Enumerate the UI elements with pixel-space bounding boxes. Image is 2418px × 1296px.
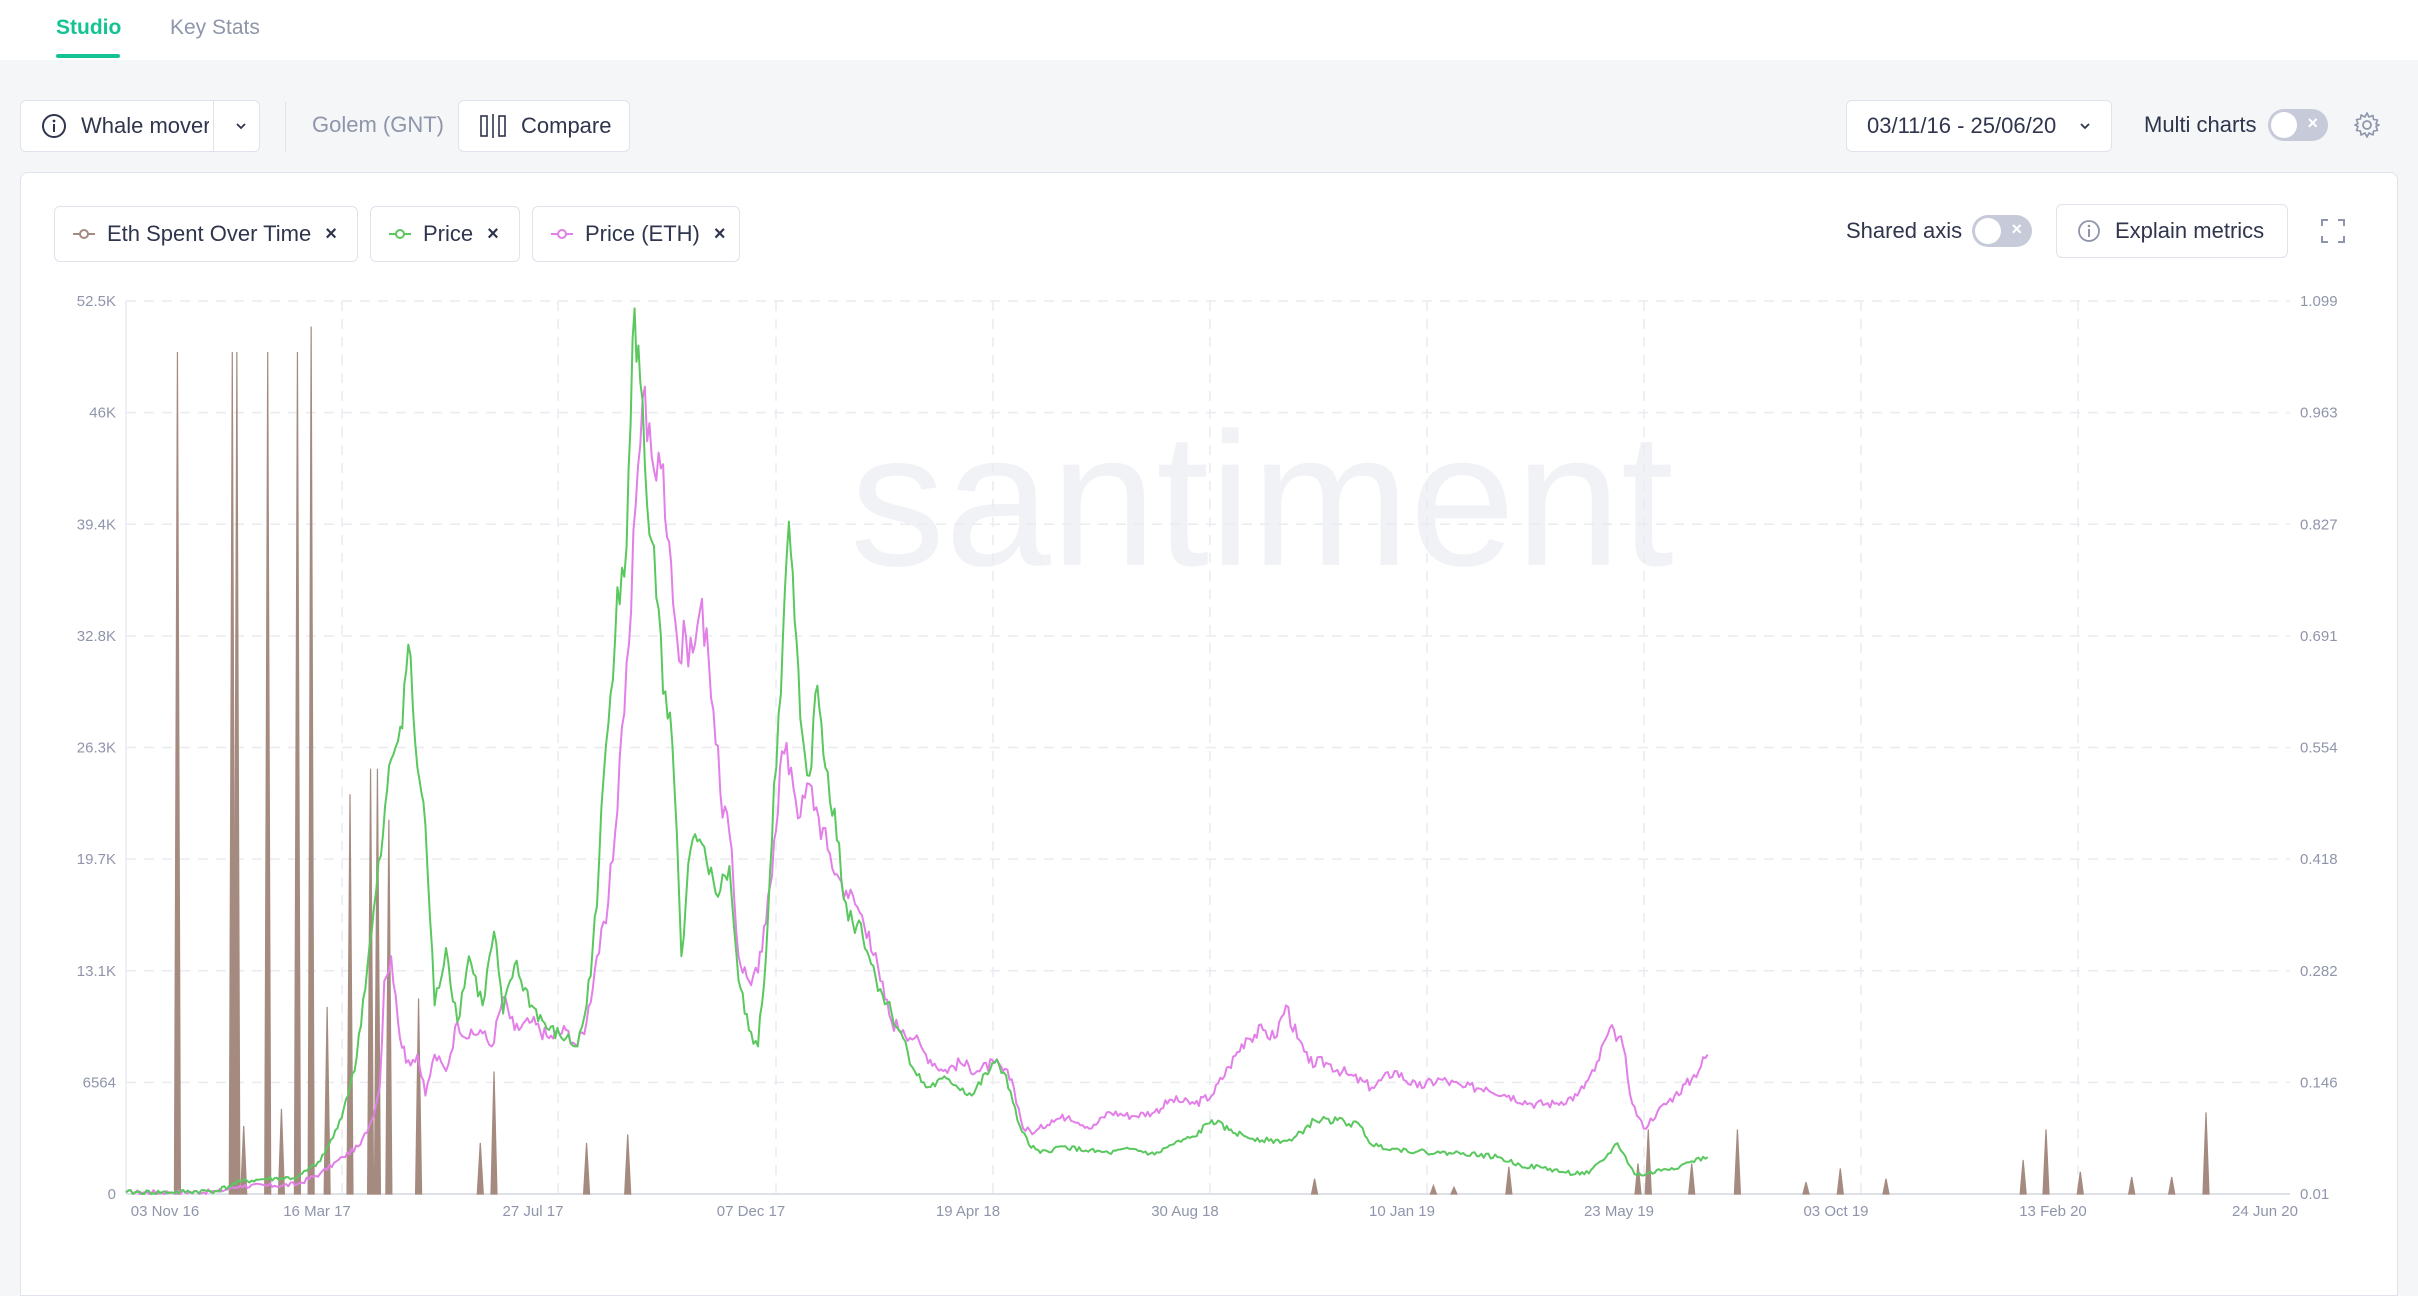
explain-metrics-label: Explain metrics bbox=[2115, 218, 2265, 243]
info-icon bbox=[2077, 219, 2101, 243]
tab-studio[interactable]: Studio bbox=[56, 16, 122, 39]
gear-icon[interactable] bbox=[2352, 110, 2382, 140]
toggle-knob bbox=[1975, 218, 2001, 244]
chevron-down-icon bbox=[2078, 121, 2092, 131]
shared-axis-toggle[interactable]: × bbox=[1972, 215, 2032, 247]
shared-axis-label: Shared axis bbox=[1846, 218, 1963, 243]
select-divider bbox=[213, 101, 214, 151]
template-select[interactable]: Whale mover bbox=[20, 100, 260, 152]
asset-name: Golem (GNT) bbox=[312, 112, 444, 137]
compare-icon bbox=[479, 113, 507, 139]
explain-metrics-button[interactable]: Explain metrics bbox=[2056, 204, 2288, 258]
multi-charts-label: Multi charts bbox=[2144, 112, 2257, 137]
compare-button[interactable]: Compare bbox=[458, 100, 630, 152]
line-marker-icon bbox=[551, 221, 573, 247]
date-range-picker[interactable]: 03/11/16 - 25/06/20 bbox=[1846, 100, 2112, 152]
metric-chip-label: Price bbox=[423, 221, 474, 246]
close-icon: × bbox=[2307, 113, 2318, 133]
multi-charts-toggle[interactable]: × bbox=[2268, 109, 2328, 141]
toggle-knob bbox=[2271, 112, 2297, 138]
metric-chip-label: Eth Spent Over Time bbox=[107, 221, 312, 246]
chart-card bbox=[20, 172, 2398, 1296]
close-icon: × bbox=[2011, 219, 2022, 239]
date-range-value: 03/11/16 - 25/06/20 bbox=[1867, 113, 2057, 138]
line-marker-icon bbox=[389, 221, 411, 247]
fullscreen-icon[interactable] bbox=[2320, 218, 2346, 244]
top-tabs: Studio Key Stats bbox=[0, 0, 2418, 60]
close-icon[interactable]: × bbox=[487, 222, 499, 245]
template-name: Whale mover bbox=[81, 113, 209, 138]
compare-label: Compare bbox=[521, 113, 612, 138]
chevron-down-icon[interactable] bbox=[234, 121, 248, 131]
info-icon bbox=[41, 113, 67, 139]
tab-key-stats[interactable]: Key Stats bbox=[170, 16, 260, 39]
close-icon[interactable]: × bbox=[325, 222, 337, 245]
metric-chip-price-eth[interactable]: Price (ETH) × bbox=[532, 206, 740, 262]
line-marker-icon bbox=[73, 221, 95, 247]
close-icon[interactable]: × bbox=[713, 222, 726, 245]
metric-chip-label: Price (ETH) bbox=[585, 221, 700, 246]
active-tab-indicator bbox=[56, 54, 120, 58]
metric-chip-price[interactable]: Price × bbox=[370, 206, 520, 262]
toolbar-divider bbox=[285, 102, 286, 152]
metric-chip-eth-spent[interactable]: Eth Spent Over Time × bbox=[54, 206, 358, 262]
